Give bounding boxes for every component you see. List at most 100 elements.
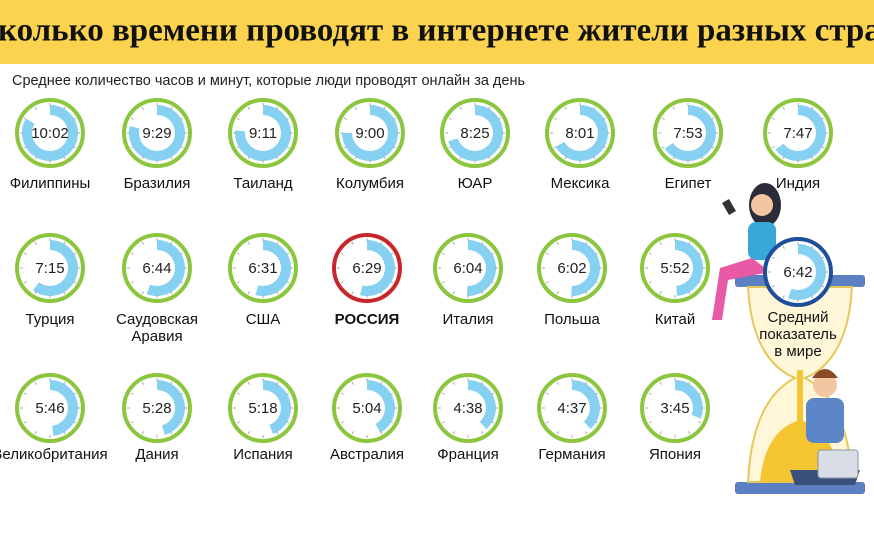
country-label: Китай xyxy=(655,311,696,328)
clock-tick xyxy=(448,117,452,120)
clock-time: 5:18 xyxy=(248,400,277,417)
clock-tick xyxy=(351,291,354,295)
clock-tick xyxy=(380,381,383,385)
clock-tick xyxy=(595,281,599,284)
clock-tick xyxy=(34,431,37,435)
clock-time: 8:01 xyxy=(565,125,594,142)
country-label: Польша xyxy=(544,311,600,328)
clock-time: 5:52 xyxy=(660,260,689,277)
clock-tick xyxy=(351,381,354,385)
clock-tick xyxy=(491,421,495,424)
clock-tick xyxy=(276,381,279,385)
clock-tick xyxy=(73,281,77,284)
clocks: 10:02 Филиппины 9:29 Бразилия 9:11 Таиланд 9:0… xyxy=(0,98,837,463)
clock-center xyxy=(657,390,693,426)
clock-tick xyxy=(393,117,397,120)
clock-tick xyxy=(771,256,775,259)
clock-tick xyxy=(130,281,134,284)
country-label: Бразилия xyxy=(124,175,191,192)
clock-tick xyxy=(648,252,652,255)
clock-time: 10:02 xyxy=(31,125,69,142)
country-label: Средний xyxy=(768,309,829,326)
clock-tick xyxy=(73,421,77,424)
clock-tick xyxy=(688,291,691,295)
clock-tick xyxy=(821,256,825,259)
clock-center xyxy=(139,390,175,426)
clock-tick xyxy=(661,117,665,120)
clock-time: 9:00 xyxy=(355,125,384,142)
country-label: Мексика xyxy=(551,175,611,192)
country-label: Таиланд xyxy=(233,175,293,192)
clock-tick xyxy=(603,117,607,120)
clock-tick xyxy=(688,381,691,385)
clock-tick xyxy=(672,156,675,160)
clock-tick xyxy=(236,117,240,120)
clock-tick xyxy=(354,156,357,160)
clock-tick xyxy=(343,146,347,149)
clock-tick xyxy=(170,156,173,160)
clock-center xyxy=(32,390,68,426)
clock-tick xyxy=(390,392,394,395)
clock-time: 6:02 xyxy=(557,260,586,277)
clock-tick xyxy=(481,381,484,385)
clock-tick xyxy=(811,245,814,249)
clock-tick xyxy=(585,241,588,245)
clock-tick xyxy=(34,106,37,110)
clock-tick xyxy=(73,252,77,255)
clock-tick xyxy=(481,431,484,435)
clock-tick xyxy=(286,281,290,284)
clock-tick xyxy=(340,281,344,284)
clock-tick xyxy=(701,106,704,110)
clock-tick xyxy=(488,106,491,110)
clock-tick xyxy=(782,245,785,249)
clock-tick xyxy=(441,252,445,255)
clock-tick xyxy=(698,392,702,395)
clock-time: 7:53 xyxy=(673,125,702,142)
clock-tick xyxy=(63,381,66,385)
clock-time: 3:45 xyxy=(660,400,689,417)
clock-tick xyxy=(130,252,134,255)
clock-tick xyxy=(390,252,394,255)
clock-tick xyxy=(390,281,394,284)
clock-tick xyxy=(459,106,462,110)
country-label: Филиппины xyxy=(10,175,91,192)
clock-tick xyxy=(276,106,279,110)
clock-center xyxy=(780,115,816,151)
country-label: Япония xyxy=(649,446,701,463)
clock-time: 4:37 xyxy=(557,400,586,417)
clock-time: 6:44 xyxy=(142,260,171,277)
clock-tick xyxy=(141,241,144,245)
clock-tick xyxy=(452,381,455,385)
country-label: США xyxy=(246,311,281,328)
clock-center xyxy=(245,115,281,151)
clock-center xyxy=(139,115,175,151)
clock-tick xyxy=(276,291,279,295)
clock-tick xyxy=(130,117,134,120)
clock-center xyxy=(32,250,68,286)
clock-tick xyxy=(34,381,37,385)
clock-tick xyxy=(498,117,502,120)
clock-tick xyxy=(556,431,559,435)
clock-tick xyxy=(180,252,184,255)
clock-tick xyxy=(247,156,250,160)
clock-tick xyxy=(711,146,715,149)
clock-tick xyxy=(782,295,785,299)
clock-time: 6:42 xyxy=(783,264,812,281)
clock-tick xyxy=(180,421,184,424)
clock-tick xyxy=(286,252,290,255)
clock-tick xyxy=(488,156,491,160)
clock-time: 6:29 xyxy=(352,260,381,277)
country-label: Дания xyxy=(135,446,178,463)
clock-tick xyxy=(180,392,184,395)
clock-tick xyxy=(545,252,549,255)
country-label: Великобритания xyxy=(0,446,108,463)
clock-tick xyxy=(170,431,173,435)
clock-tick xyxy=(585,291,588,295)
clock-center xyxy=(657,250,693,286)
country-label: Италия xyxy=(442,311,493,328)
clock-tick xyxy=(340,252,344,255)
country-label: Колумбия xyxy=(336,175,404,192)
clock-tick xyxy=(73,117,77,120)
clock-tick xyxy=(459,156,462,160)
